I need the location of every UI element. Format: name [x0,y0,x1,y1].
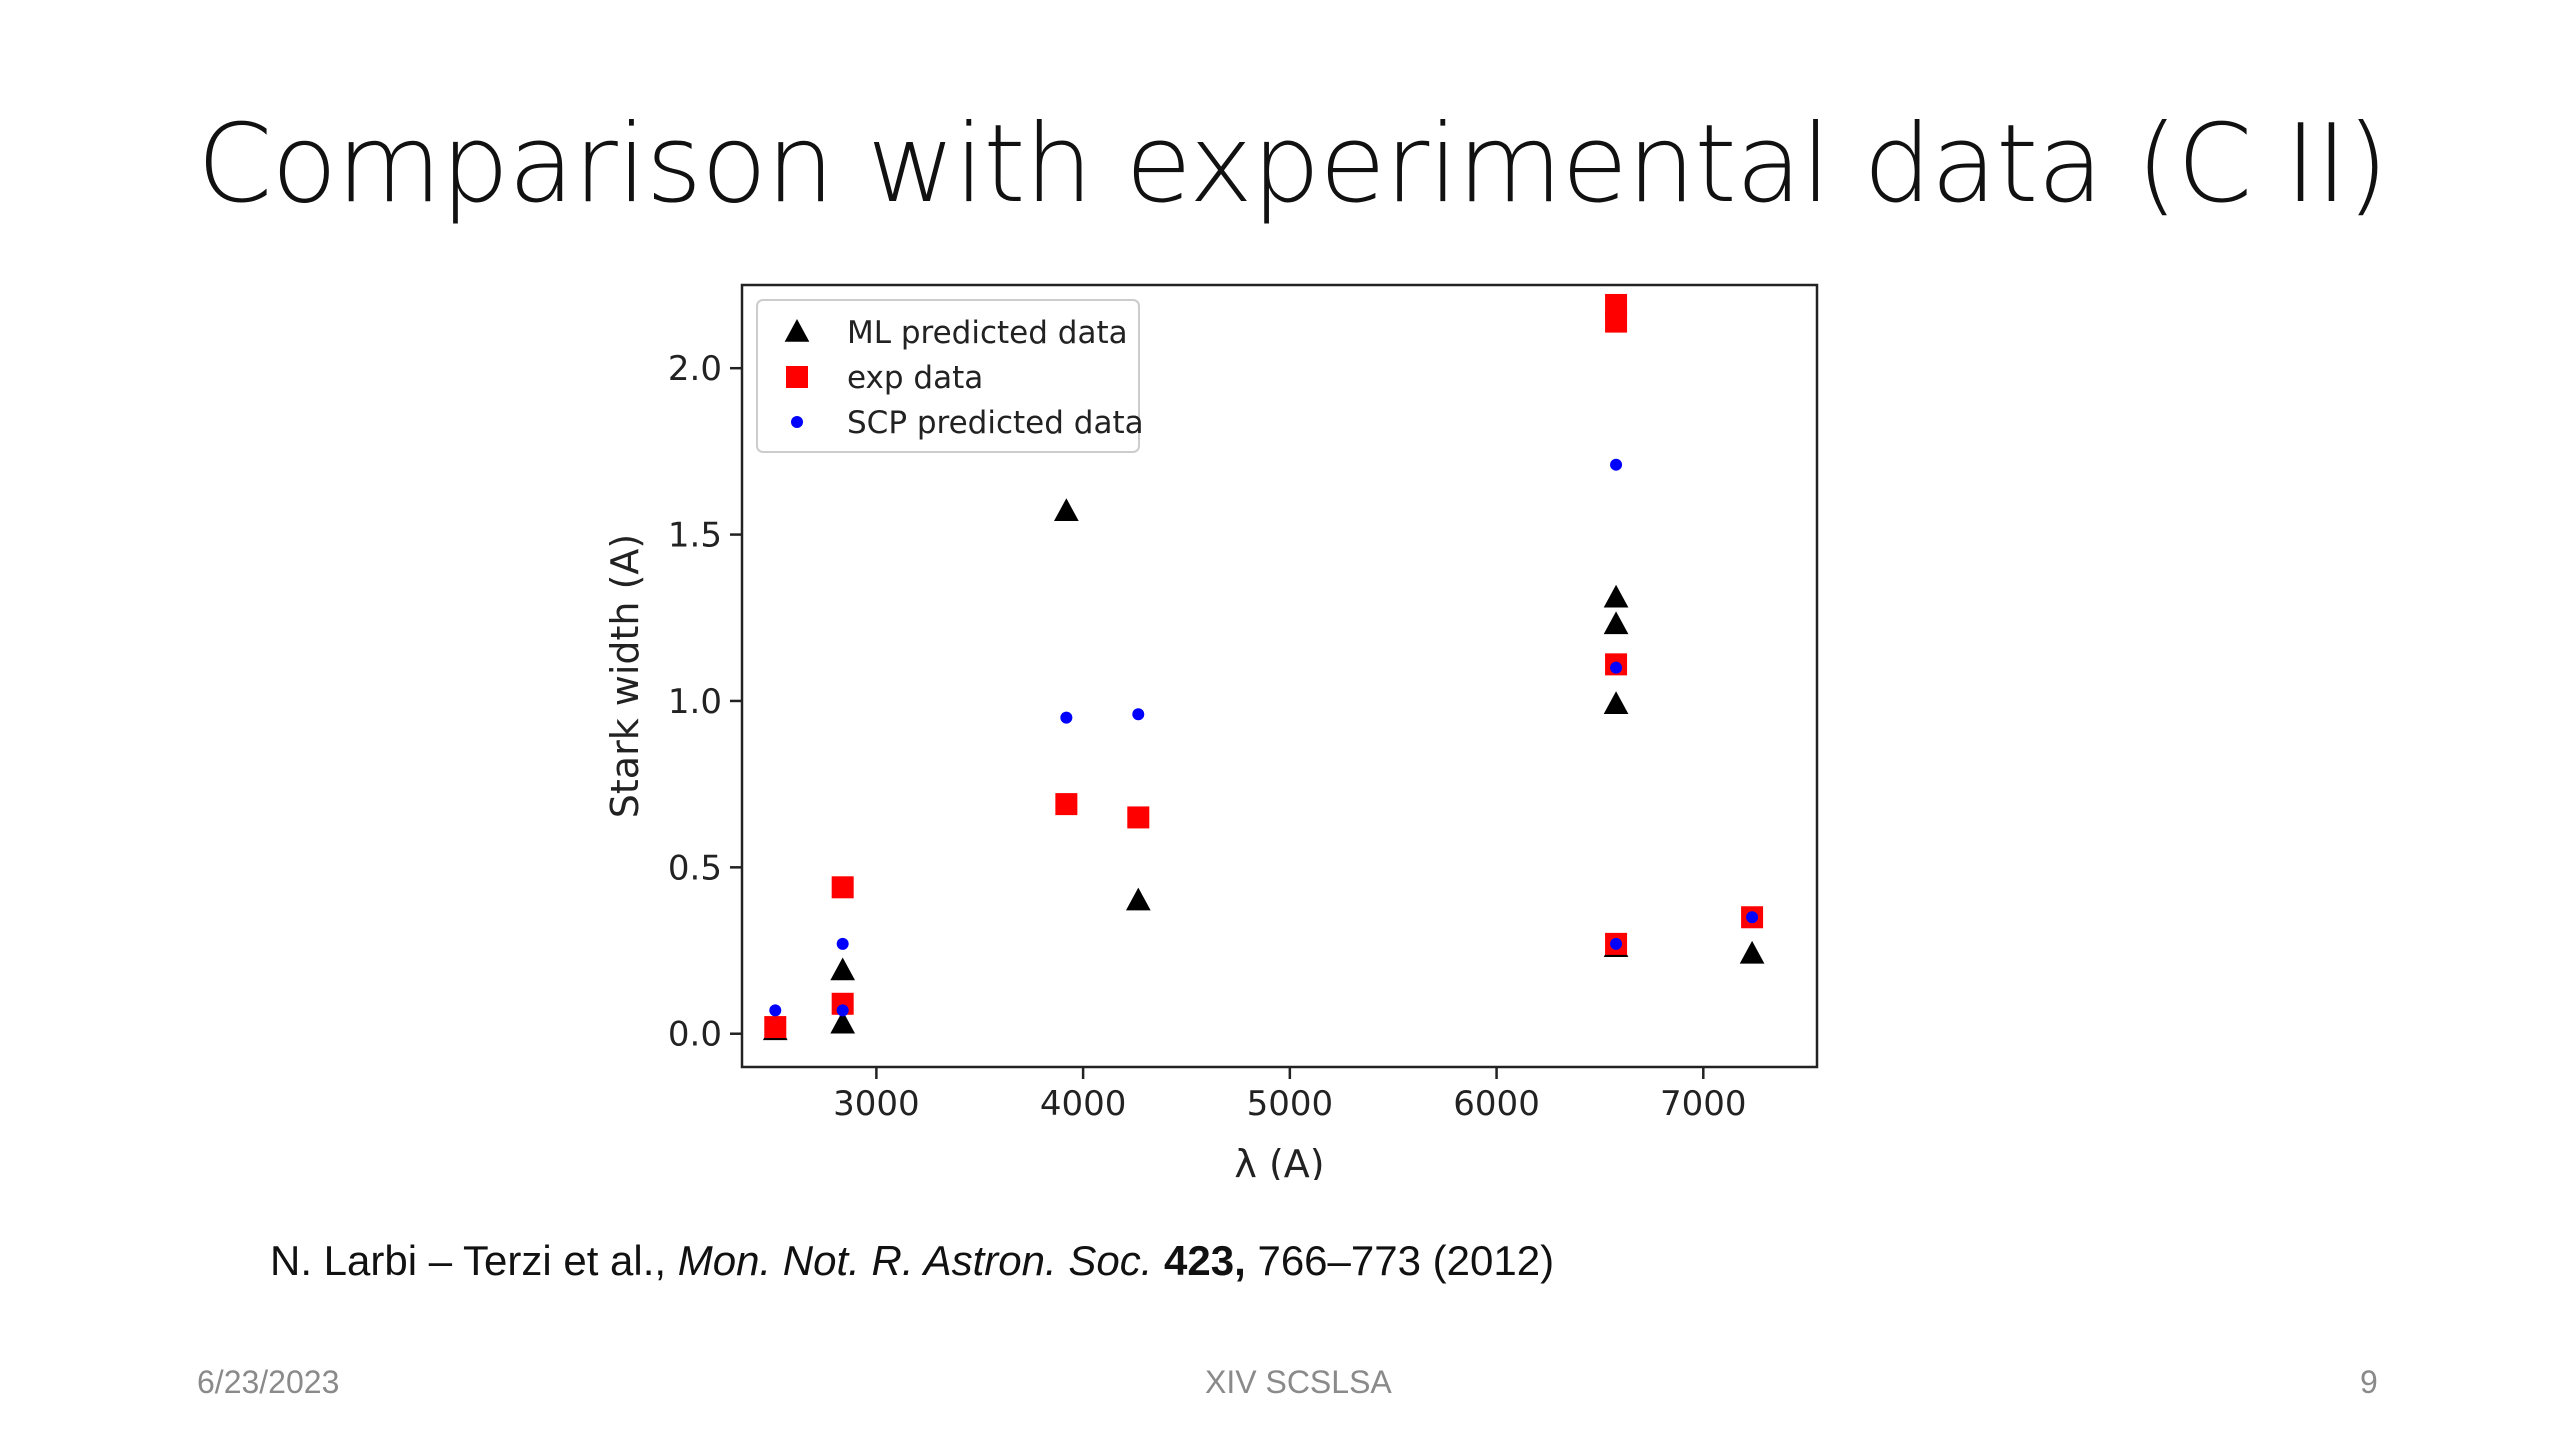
legend-marker-ml-predicted-point [784,319,810,342]
y-tick-label: 1.5 [668,516,722,556]
scp-predicted-point [1610,937,1623,950]
citation-pages-year: 766–773 (2012) [1257,1237,1555,1284]
footer-page-number: 9 [2360,1364,2378,1400]
chart-svg: 3000 4000 5000 6000 7000 0.0 0.5 1.0 1.5 2.0 λ (A)… [603,283,1819,1180]
exp-data-point [1605,310,1628,333]
ml-predicted-point [1054,498,1079,522]
legend-label: ML predicted data [847,315,1128,351]
footer-event: XIV SCSLSA [1205,1364,1392,1400]
x-tick-label: 7000 [1660,1084,1747,1124]
legend-label: exp data [847,360,983,396]
x-axis-label: λ (A) [1234,1142,1324,1180]
slide-title: Comparison with experimental data (C II) [197,102,2389,227]
scatter-chart: 3000 4000 5000 6000 7000 0.0 0.5 1.0 1.5 2.0 λ (A)… [580,270,1830,1180]
ml-predicted-point [1603,691,1629,715]
plot-frame [740,283,1819,1069]
scp-predicted-point [836,937,849,950]
y-tick-label: 0.0 [668,1015,722,1055]
ml-predicted-point [1603,611,1629,635]
scp-predicted-point [1610,458,1623,471]
exp-data-point [831,876,854,899]
exp-data-point [764,1016,787,1039]
exp-data-point [1055,793,1078,816]
legend-label: SCP predicted data [847,405,1144,441]
citation-journal: Mon. Not. R. Astron. Soc. [677,1237,1153,1284]
legend-box [756,299,1140,453]
scp-predicted-point [1132,708,1145,721]
exp-data-point [1605,293,1628,316]
y-tick-label: 2.0 [668,349,722,389]
ml-predicted-point [1125,887,1151,911]
footer-date: 6/23/2023 [197,1364,340,1400]
y-tick-label: 1.0 [668,682,722,722]
ml-predicted-point [830,957,856,981]
y-axis-label: Stark width (A) [603,534,647,818]
scp-predicted-point [1610,661,1623,674]
scp-predicted-point [769,1004,782,1017]
ml-predicted-point [1739,940,1765,964]
citation: N. Larbi – Terzi et al., Mon. Not. R. As… [270,1235,1554,1287]
x-tick-label: 5000 [1247,1084,1334,1124]
legend-marker-exp-data-point [786,366,808,388]
scp-predicted-point [1060,711,1073,724]
scp-predicted-point [836,1004,849,1017]
ml-predicted-point [1603,584,1629,608]
ml-predicted-point [830,1010,856,1034]
x-tick-label: 4000 [1040,1084,1127,1124]
citation-volume: 423, [1164,1237,1246,1284]
x-tick-label: 3000 [833,1084,920,1124]
exp-data-point [1127,806,1150,829]
x-tick-label: 6000 [1453,1084,1540,1124]
scp-predicted-point [1746,911,1759,924]
y-tick-label: 0.5 [668,848,722,888]
citation-authors: N. Larbi – Terzi et al., [270,1237,667,1284]
legend-marker-scp-predicted-point [791,416,803,428]
